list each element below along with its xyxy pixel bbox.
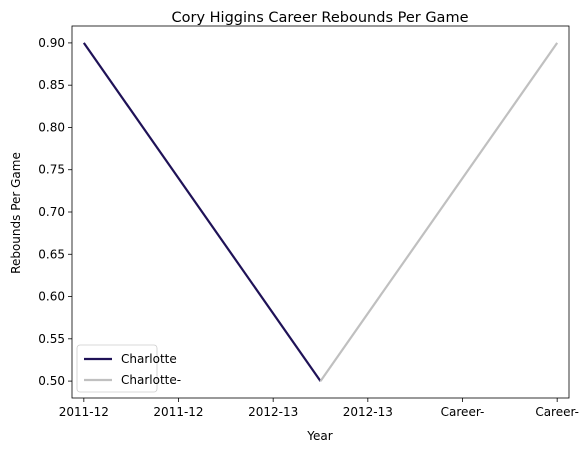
- y-axis-title: Rebounds Per Game: [9, 152, 23, 274]
- x-tick-label: 2012-13: [343, 405, 393, 419]
- y-tick-label: 0.75: [38, 163, 65, 177]
- y-tick-label: 0.65: [38, 247, 65, 261]
- plot-area: [82, 42, 559, 382]
- y-tick-label: 0.80: [38, 120, 65, 134]
- legend-label-2: Charlotte-: [121, 373, 181, 387]
- y-tick-label: 0.70: [38, 205, 65, 219]
- y-tick-label: 0.50: [38, 374, 65, 388]
- y-axis: 0.50 0.55 0.60 0.65 0.70 0.75 0.80 0.85 0.90: [38, 36, 72, 388]
- x-tick-label: 2011-12: [153, 405, 203, 419]
- x-tick-label: Career-: [535, 405, 579, 419]
- chart-title: Cory Higgins Career Rebounds Per Game: [172, 10, 469, 26]
- y-tick-label: 0.55: [38, 332, 65, 346]
- series-line-2: [319, 42, 559, 382]
- x-axis: 2011-12 2011-12 2012-13 2012-13 Career- Caree…: [59, 398, 579, 419]
- x-tick-label: 2012-13: [248, 405, 298, 419]
- y-tick-label: 0.85: [38, 78, 65, 92]
- y-tick-label: 0.60: [38, 290, 65, 304]
- x-tick-label: 2011-12: [59, 405, 109, 419]
- plot-frame: [71, 25, 570, 399]
- legend: Charlotte Charlotte-: [76, 344, 181, 393]
- series-line-1: [82, 42, 322, 382]
- x-tick-label: Career-: [441, 405, 485, 419]
- x-axis-title: Year: [306, 429, 332, 443]
- legend-label-1: Charlotte: [121, 352, 177, 366]
- y-tick-label: 0.90: [38, 36, 65, 50]
